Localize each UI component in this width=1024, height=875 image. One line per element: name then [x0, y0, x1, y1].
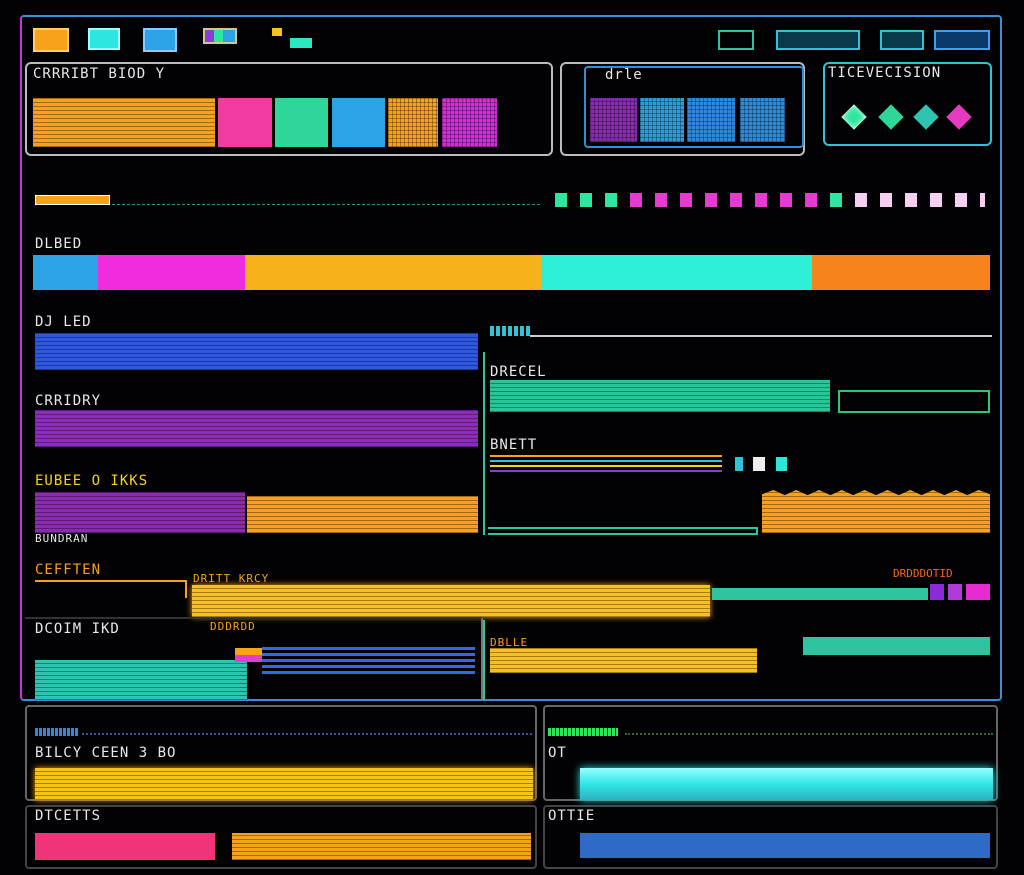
panel — [25, 805, 537, 869]
dashed-line — [82, 733, 532, 735]
label: DRECEL — [490, 364, 547, 380]
marker[interactable] — [776, 457, 787, 471]
dashed-line — [112, 204, 540, 205]
bar — [712, 588, 928, 600]
lines — [490, 455, 722, 473]
label: CEFFTEN — [35, 562, 102, 578]
marker — [235, 648, 262, 662]
texture-swatch[interactable] — [687, 98, 735, 142]
toolbar-icon[interactable] — [203, 28, 237, 44]
dashed-line — [625, 733, 993, 735]
swatch[interactable] — [218, 98, 272, 147]
panel-inner — [584, 66, 804, 148]
texture-swatch[interactable] — [640, 98, 684, 142]
indicator-row — [855, 193, 985, 207]
texture-swatch[interactable] — [740, 98, 785, 142]
divider — [483, 620, 485, 700]
swatch[interactable] — [332, 98, 385, 147]
bar-outline — [838, 390, 990, 413]
toolbar-button[interactable] — [143, 28, 177, 52]
label: DJ LED — [35, 314, 92, 330]
segment — [542, 255, 812, 290]
panel — [543, 805, 998, 869]
panel-title: CRRRIBT BIOD Y — [33, 66, 166, 82]
bar — [35, 833, 215, 860]
panel — [25, 62, 553, 156]
rule — [488, 527, 758, 535]
toolbar-button[interactable] — [88, 28, 120, 50]
bar — [35, 660, 247, 700]
segment — [33, 255, 98, 290]
bar — [192, 585, 710, 617]
swatch[interactable] — [388, 98, 438, 147]
label: OT — [548, 745, 567, 761]
progress — [35, 728, 79, 736]
bar — [35, 768, 533, 800]
label: BNETT — [490, 437, 538, 453]
swatch[interactable] — [33, 98, 215, 147]
indicator-row — [630, 193, 830, 207]
panel-title: drle — [605, 67, 643, 83]
bar — [580, 768, 993, 800]
segment — [98, 255, 245, 290]
marker[interactable] — [948, 584, 962, 600]
segment — [245, 255, 542, 290]
segment — [812, 255, 990, 290]
connector — [35, 580, 187, 598]
window-button[interactable] — [934, 30, 990, 50]
label: OTTIE — [548, 808, 596, 824]
bar — [35, 333, 478, 370]
label: DCOIM IKD — [35, 621, 120, 637]
label: BUNDRAN — [35, 532, 89, 545]
panel — [25, 617, 483, 701]
bar — [580, 833, 990, 858]
toolbar-button[interactable] — [33, 28, 69, 52]
window-button[interactable] — [718, 30, 754, 50]
label: DLBED — [35, 236, 83, 252]
marker[interactable] — [753, 457, 765, 471]
progress — [548, 728, 618, 736]
label: DBLLE — [490, 636, 529, 649]
swatch[interactable] — [275, 98, 328, 147]
label: DRITT KRCY — [193, 572, 270, 585]
panel — [25, 705, 537, 801]
outer-frame — [20, 15, 1002, 701]
tab[interactable] — [490, 326, 530, 336]
label: CRRIDRY — [35, 393, 102, 409]
bar — [803, 637, 990, 655]
bar — [35, 492, 245, 533]
swatch[interactable] — [442, 98, 497, 147]
panel — [543, 705, 998, 801]
label: EUBEE O IKKS — [35, 473, 149, 489]
jagged-bar — [762, 490, 990, 533]
label: DDDRDD — [210, 620, 256, 633]
marker[interactable] — [966, 584, 990, 600]
toolbar-icon[interactable] — [290, 38, 312, 48]
marker[interactable] — [930, 584, 944, 600]
bar — [232, 833, 531, 860]
marker[interactable] — [735, 457, 743, 471]
panel — [823, 62, 992, 146]
progress — [35, 195, 110, 205]
bar — [490, 380, 830, 412]
panel-title: TICEVECISION — [828, 65, 942, 81]
bar — [490, 648, 757, 673]
texture-swatch[interactable] — [590, 98, 637, 142]
rule — [530, 335, 992, 337]
window-button[interactable] — [776, 30, 860, 50]
lines — [262, 647, 475, 675]
window-button[interactable] — [880, 30, 924, 50]
panel — [560, 62, 805, 156]
label: BILCY CEEN 3 BO — [35, 745, 177, 761]
divider — [483, 352, 485, 535]
label: DTCETTS — [35, 808, 102, 824]
toolbar-icon[interactable] — [272, 28, 282, 36]
bar — [35, 410, 478, 447]
bar — [247, 496, 478, 533]
label: DRDDDOTID — [893, 567, 953, 580]
